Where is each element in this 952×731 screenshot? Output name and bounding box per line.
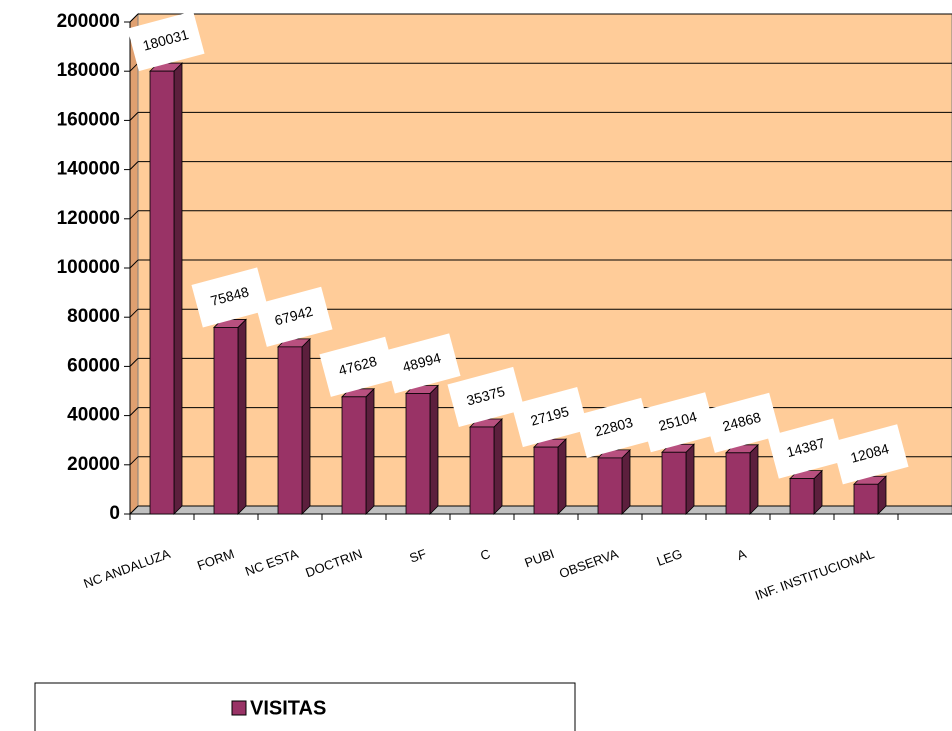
bar-front <box>149 70 175 515</box>
bar-side <box>621 448 631 515</box>
grid-line <box>129 210 139 220</box>
grid-line <box>129 456 139 466</box>
y-tick-label: 20000 <box>67 454 120 475</box>
bar-front <box>341 396 367 515</box>
bar-front <box>853 483 879 515</box>
y-tick-label: 100000 <box>57 257 120 278</box>
bar-side <box>749 443 759 515</box>
bar <box>661 443 695 515</box>
data-label: 75848 <box>191 267 269 328</box>
data-label-box <box>191 267 269 328</box>
bar-side <box>237 318 247 515</box>
data-label: 25104 <box>639 392 717 453</box>
y-tick-label: 60000 <box>67 355 120 376</box>
y-tick-label: 180000 <box>57 60 120 81</box>
x-tick-label: FORM <box>195 546 236 573</box>
grid-line <box>129 407 139 416</box>
data-label: 24868 <box>703 392 781 453</box>
x-tick-label: PUBI <box>523 546 557 570</box>
data-label: 48994 <box>383 333 461 394</box>
bar-front <box>405 393 431 515</box>
data-label-box <box>447 366 525 428</box>
bar-front <box>533 446 559 515</box>
grid-line <box>129 259 139 269</box>
x-tick-label: NC ANDALUZA <box>82 546 173 591</box>
bar <box>725 443 759 515</box>
bar <box>597 448 631 515</box>
data-label: 47628 <box>319 336 397 397</box>
bar <box>789 469 823 515</box>
y-tick-label: 40000 <box>67 405 120 426</box>
data-label-box <box>767 418 845 479</box>
x-tick-label: INF. INSTITUCIONAL <box>753 546 876 603</box>
bar-side <box>557 438 567 515</box>
x-tick-label: NC ESTA <box>243 546 300 579</box>
data-label: 180031 <box>127 11 205 72</box>
legend-swatch <box>231 700 247 716</box>
bar-side <box>365 387 375 515</box>
data-label-box <box>127 11 205 72</box>
bar-side <box>685 443 695 515</box>
x-tick-label: C <box>478 546 492 563</box>
bar-front <box>597 457 623 515</box>
bar-side <box>173 62 183 515</box>
data-label-box <box>703 392 781 453</box>
data-label: 35375 <box>447 366 525 428</box>
x-tick-label: LEG <box>655 546 685 569</box>
bar-front <box>789 478 815 515</box>
data-label-box <box>831 424 909 485</box>
bar-front <box>277 346 303 515</box>
grid-line <box>129 308 139 318</box>
x-tick-label: OBSERVA <box>557 546 620 581</box>
y-tick-label: 80000 <box>67 306 120 327</box>
x-tick-label: SF <box>407 546 428 566</box>
y-tick-label: 200000 <box>57 11 120 32</box>
data-label: 27195 <box>511 387 589 448</box>
data-label-box <box>575 397 653 458</box>
grid-line <box>129 112 139 121</box>
bar-side <box>493 418 503 515</box>
bar <box>149 62 183 515</box>
grid-line <box>129 358 139 367</box>
y-tick-label: 120000 <box>57 208 120 229</box>
grid-line <box>129 505 139 515</box>
bar-side <box>429 384 439 515</box>
legend-box <box>34 682 576 731</box>
bar-front <box>213 327 239 515</box>
bar <box>213 318 247 515</box>
bar-side <box>301 337 311 515</box>
x-tick-label: DOCTRIN <box>303 546 364 580</box>
x-tick-label: A <box>735 546 749 563</box>
bar <box>533 438 567 515</box>
grid-line <box>129 62 139 72</box>
data-label: 14387 <box>767 418 845 479</box>
data-label-box <box>511 387 589 448</box>
y-tick-label: 140000 <box>57 159 120 180</box>
grid-line <box>129 13 139 23</box>
data-label: 12084 <box>831 424 909 485</box>
data-label-box <box>255 286 333 347</box>
bar <box>277 337 311 515</box>
y-tick-label: 160000 <box>57 109 120 130</box>
bar <box>853 475 887 515</box>
data-label-box <box>639 392 717 453</box>
legend-label: VISITAS <box>250 697 326 719</box>
bar <box>469 418 503 515</box>
data-label-box <box>383 333 461 394</box>
bar <box>405 384 439 515</box>
data-label: 67942 <box>255 286 333 347</box>
data-label: 22803 <box>575 397 653 458</box>
data-label-box <box>319 336 397 397</box>
bar-front <box>469 426 495 515</box>
grid-line <box>129 161 139 170</box>
bar <box>341 387 375 515</box>
y-tick-label: 0 <box>109 503 120 524</box>
bar-front <box>725 452 751 515</box>
bar-front <box>661 451 687 515</box>
